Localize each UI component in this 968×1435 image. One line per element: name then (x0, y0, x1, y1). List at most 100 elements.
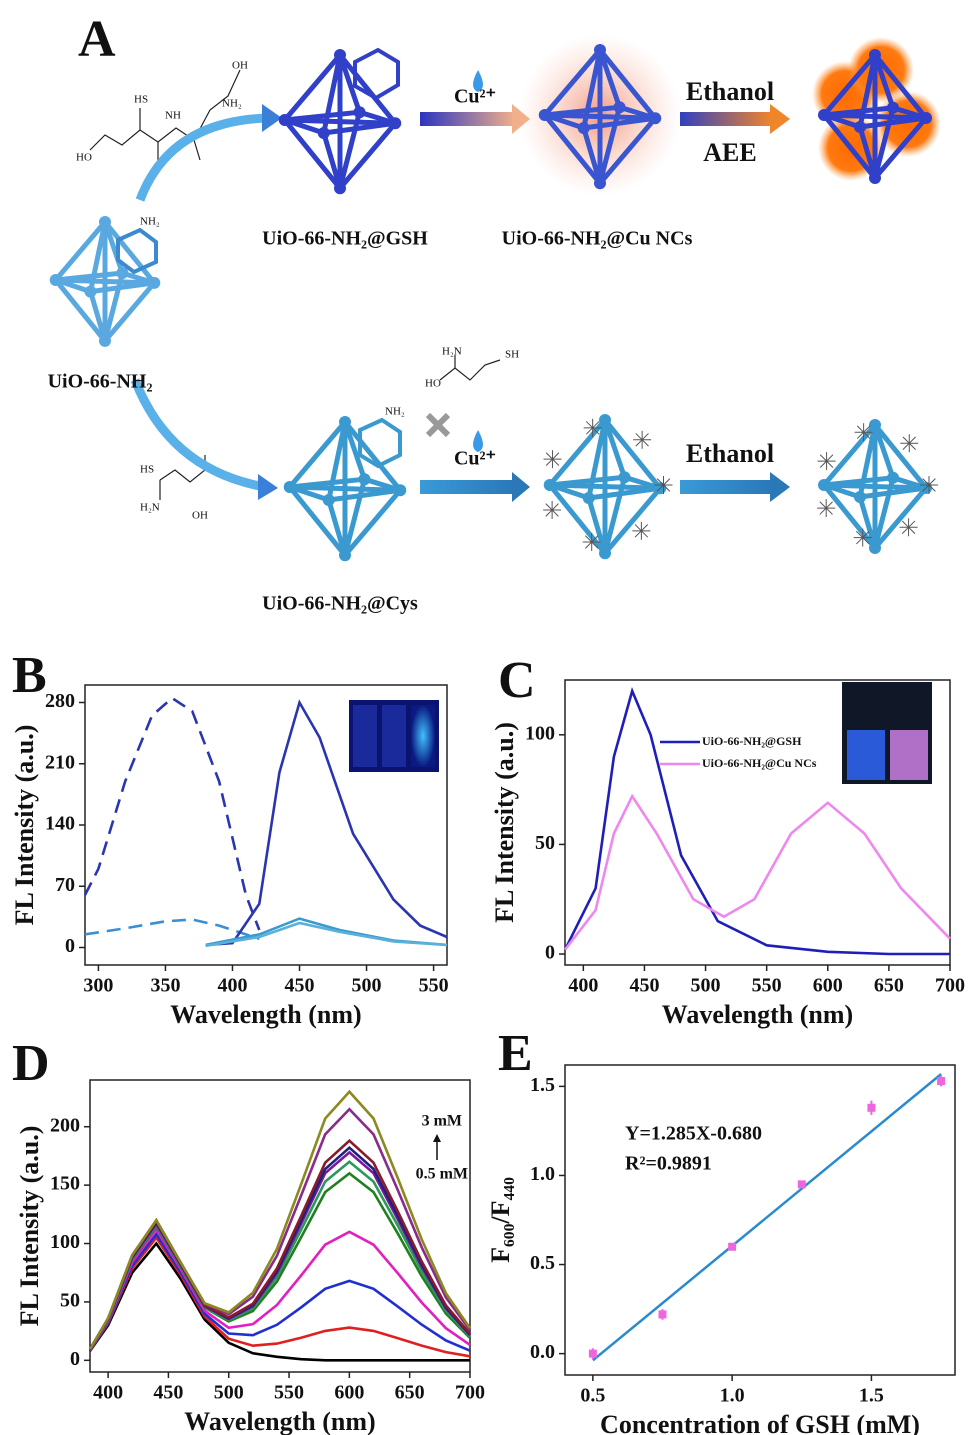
octahedron (817, 419, 938, 554)
y-tick-label: 150 (50, 1173, 80, 1195)
y-axis-label: FL Intensity (a.u.) (490, 722, 519, 923)
node (887, 102, 899, 114)
arrow-head (258, 474, 278, 500)
node (544, 479, 556, 491)
node (339, 416, 351, 428)
node (869, 542, 881, 554)
octahedron (519, 34, 682, 197)
x-tick-label: 700 (935, 975, 965, 997)
data-point (728, 1243, 736, 1251)
node (594, 44, 606, 56)
node (394, 484, 406, 496)
node (594, 177, 606, 189)
y-tick-label: 100 (525, 722, 555, 744)
x-tick-label: 500 (352, 975, 382, 997)
data-point (798, 1180, 806, 1188)
node (50, 274, 62, 286)
inset-vial (890, 730, 928, 780)
y-tick-label: 140 (45, 813, 75, 835)
node (869, 419, 881, 431)
y-axis-label: FL Intensity (a.u.) (15, 1126, 44, 1327)
atom-label: OH (232, 60, 248, 72)
x-tick-label: 500 (214, 1382, 244, 1404)
y-axis-label: FL Intensity (a.u.) (10, 725, 39, 926)
x-tick-label: 550 (419, 975, 449, 997)
data-point (659, 1310, 667, 1318)
compound-label: UiO-66-NH₂ (48, 371, 153, 393)
x-axis-label: Wavelength (nm) (170, 1000, 361, 1029)
node (323, 494, 335, 506)
atom-label: HO (76, 152, 92, 164)
fit-line (593, 1074, 941, 1360)
x-axis-label: Concentration of GSH (mM) (600, 1410, 920, 1435)
ring (355, 50, 398, 98)
atom-label: HS (134, 94, 148, 106)
panel-label: C (498, 652, 536, 709)
x-tick-label: 700 (455, 1382, 485, 1404)
node (854, 491, 866, 503)
x-axis-label: Wavelength (nm) (184, 1407, 375, 1435)
x-tick-label: 450 (629, 975, 659, 997)
compound-label: UiO-66-NH₂@GSH (262, 228, 428, 250)
curved-arrow (135, 380, 265, 487)
annotation-arrow-head (433, 1134, 441, 1142)
arrow-head (262, 104, 282, 132)
legend-label: UiO-66-NH₂@Cu NCs (702, 756, 817, 770)
arrow (420, 112, 515, 126)
atom-label: NH (165, 110, 181, 122)
node (284, 481, 296, 493)
x-tick-label: 300 (83, 975, 113, 997)
panel-label: E (498, 1025, 533, 1082)
y-tick-label: 200 (50, 1114, 80, 1136)
node (85, 286, 97, 298)
node (354, 106, 366, 118)
node (279, 114, 291, 126)
y-tick-label: 0 (545, 942, 555, 964)
y-tick-label: 50 (535, 832, 555, 854)
y-tick-label: 1.0 (530, 1163, 555, 1185)
node (578, 122, 590, 134)
node (339, 549, 351, 561)
atom-label: NH₂ (140, 216, 160, 228)
octahedron (284, 416, 407, 561)
octahedron (50, 216, 161, 347)
y-tick-label: 280 (45, 690, 75, 712)
ion-label: Cu²⁺ (454, 448, 496, 470)
annotation: 0.5 mM (416, 1166, 468, 1183)
condition-label: Ethanol (686, 439, 774, 468)
arrow (680, 480, 772, 494)
atom-label: NH₂ (385, 406, 405, 418)
x-tick-label: 0.5 (580, 1385, 605, 1407)
node (99, 335, 111, 347)
data-line (85, 698, 259, 930)
atom-label: SH (505, 349, 519, 361)
annotation: 3 mM (422, 1113, 462, 1130)
condition-label: Ethanol (686, 77, 774, 106)
node (389, 117, 401, 129)
node (334, 182, 346, 194)
data-point (867, 1104, 875, 1112)
data-point (937, 1077, 945, 1085)
inset-vial (411, 705, 435, 767)
data-line (565, 796, 950, 950)
data-point (589, 1350, 597, 1358)
inset-vial (382, 705, 406, 767)
node (869, 172, 881, 184)
panel: D400450500550600650700050100150200Wavele… (12, 1035, 485, 1435)
node (887, 472, 899, 484)
y-tick-label: 70 (55, 874, 75, 896)
x-tick-label: 400 (93, 1382, 123, 1404)
octahedron (543, 414, 672, 559)
node (99, 216, 111, 228)
atom-label: H₂N (140, 502, 160, 514)
ring (360, 420, 400, 466)
arrow (680, 112, 772, 126)
y-tick-label: 1.5 (530, 1074, 555, 1096)
octahedron (812, 37, 941, 184)
node (818, 479, 830, 491)
node (599, 547, 611, 559)
arrow-head (770, 104, 790, 134)
compound-label: UiO-66-NH₂@Cys (262, 593, 418, 615)
y-tick-label: 0 (70, 1348, 80, 1370)
